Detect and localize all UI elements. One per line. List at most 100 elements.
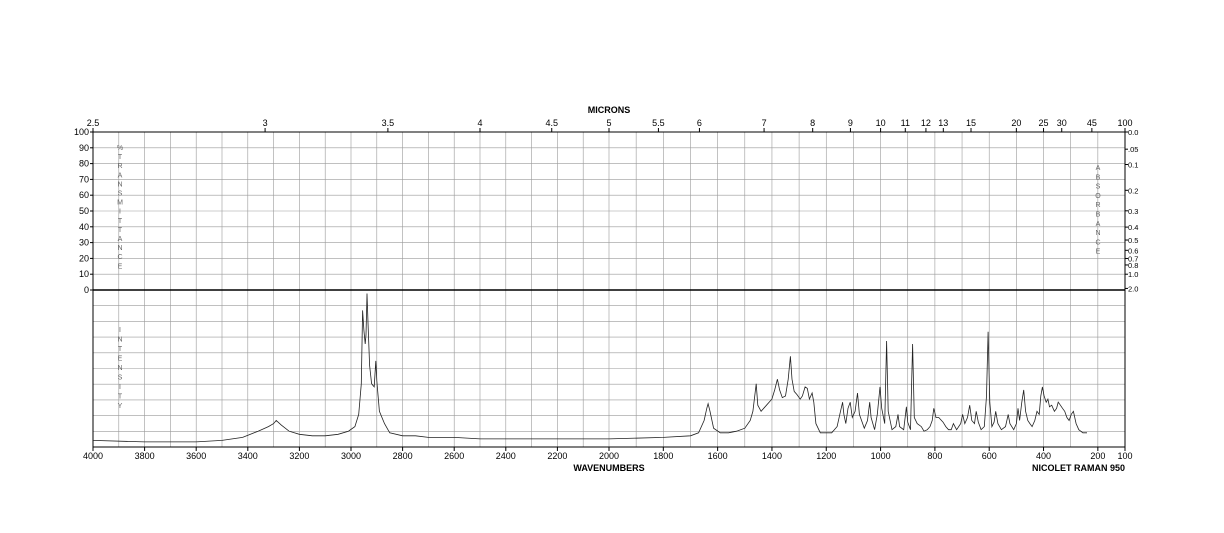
x-tick-label: 3800 [135,451,155,461]
right-tick-label: 0.4 [1128,223,1138,232]
x-tick-label: 1600 [708,451,728,461]
x-tick-label: 2200 [547,451,567,461]
absorbance-label-letter: A [1096,165,1101,172]
top-tick-label: 45 [1087,118,1097,128]
top-tick-label: 3 [263,118,268,128]
transmittance-label-letter: C [117,254,122,261]
intensity-label-letter: T [118,346,123,353]
top-axis-title: MICRONS [588,105,631,115]
absorbance-label-letter: B [1096,212,1101,219]
top-tick-label: 30 [1057,118,1067,128]
x-tick-label: 3600 [186,451,206,461]
intensity-label-letter: N [117,337,122,344]
y-tick-label: 30 [79,238,89,248]
x-tick-label: 600 [982,451,997,461]
top-tick-label: 12 [921,118,931,128]
top-tick-label: 15 [966,118,976,128]
top-tick-label: 10 [876,118,886,128]
absorbance-label-letter: O [1095,193,1101,200]
axes: 4000 3800 3600 3400 3200 3000 2800 2600 2400 2200… [74,118,1138,461]
top-tick-label: 4.5 [545,118,558,128]
top-tick-label: 4 [477,118,482,128]
intensity-label-letter: N [117,365,122,372]
right-tick-label: 0.8 [1128,261,1138,270]
top-tick-label: 5.5 [652,118,665,128]
absorbance-label-letter: C [1095,239,1100,246]
top-tick-label: 9 [848,118,853,128]
transmittance-label-letter: T [118,218,123,225]
transmittance-label-letter: E [118,263,123,270]
x-tick-label: 1800 [653,451,673,461]
absorbance-label-letter: B [1096,174,1101,181]
x-tick-label: 3200 [289,451,309,461]
absorbance-label-letter: S [1096,184,1101,191]
x-tick-label: 4000 [83,451,103,461]
right-tick-label: 0.0 [1128,128,1138,137]
x-tick-label: 1000 [871,451,891,461]
transmittance-label-letter: T [118,154,123,161]
transmittance-label-letter: A [118,172,123,179]
bottom-axis-title: WAVENUMBERS [573,463,644,473]
transmittance-label-letter: N [117,245,122,252]
y-tick-label: 10 [79,269,89,279]
right-tick-label: 1.0 [1128,270,1138,279]
spectrum-series-line [92,293,1087,443]
x-tick-label: 3400 [238,451,258,461]
y-tick-label: 70 [79,174,89,184]
x-tick-label: 2400 [496,451,516,461]
intensity-label-letter: I [119,384,121,391]
right-tick-label: 0.5 [1128,236,1138,245]
intensity-label-letter: S [118,375,123,382]
top-tick-label: 6 [697,118,702,128]
y-tick-label: 90 [79,143,89,153]
y-tick-label: 20 [79,253,89,263]
right-tick-label: 0.7 [1128,254,1138,263]
top-tick-label: 3.5 [382,118,395,128]
top-tick-label: 100 [1117,118,1132,128]
top-tick-label: 13 [938,118,948,128]
x-tick-label: 2000 [599,451,619,461]
y-tick-label: 0 [84,285,89,295]
transmittance-label-letter: R [117,163,122,170]
top-tick-label: 11 [901,118,910,128]
right-tick-label: 0.2 [1128,186,1138,195]
transmittance-label-letter: I [119,209,121,216]
x-tick-label: 1400 [762,451,782,461]
intensity-label-letter: E [118,356,123,363]
x-tick-label: 800 [927,451,942,461]
y-tick-label: 40 [79,222,89,232]
right-tick-label: 0.3 [1128,207,1138,216]
top-tick-label: 7 [762,118,767,128]
absorbance-label-letter: R [1095,202,1100,209]
transmittance-label-letter: % [117,145,123,152]
intensity-label-letter: I [119,327,121,334]
y-tick-label: 50 [79,206,89,216]
absorbance-label-letter: E [1096,249,1101,256]
absorbance-label-letter: A [1096,221,1101,228]
top-tick-label: 20 [1011,118,1021,128]
x-tick-label: 3000 [341,451,361,461]
top-tick-label: 5 [606,118,611,128]
right-tick-label: 0.1 [1128,160,1138,169]
transmittance-label-letter: M [117,200,123,207]
x-tick-label: 1200 [816,451,836,461]
x-tick-label: 2600 [444,451,464,461]
intensity-label-letter: T [118,394,123,401]
transmittance-label-letter: A [118,236,123,243]
absorbance-label-letter: N [1095,230,1100,237]
transmittance-label-letter: N [117,181,122,188]
axis-labels: MICRONS WAVENUMBERS NICOLET RAMAN 950 [573,105,1125,473]
right-tick-label: .05 [1128,145,1138,154]
right-tick-label: 2.0 [1128,284,1138,293]
x-tick-label: 200 [1090,451,1105,461]
right-tick-label: 0.6 [1128,246,1138,255]
transmittance-label-letter: S [118,191,123,198]
x-tick-label: 100 [1117,451,1132,461]
transmittance-label-letter: T [118,227,123,234]
top-tick-label: 8 [810,118,815,128]
y-tick-label: 60 [79,190,89,200]
y-tick-label: 80 [79,159,89,169]
top-tick-label: 2.5 [87,118,100,128]
top-tick-label: 25 [1039,118,1049,128]
